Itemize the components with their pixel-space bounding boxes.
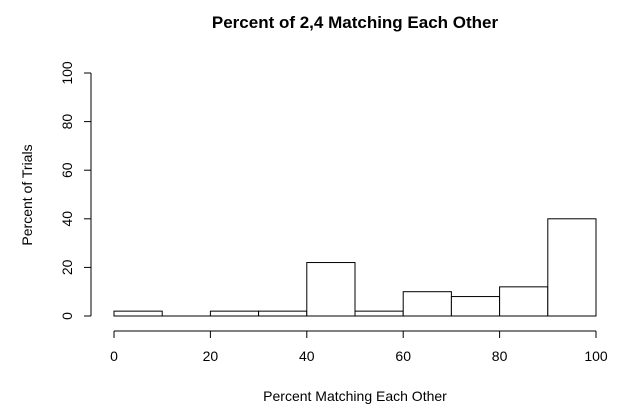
x-tick-label: 0: [110, 348, 118, 364]
histogram-bar-30-40: [258, 310, 308, 317]
y-tick-label: 0: [59, 312, 75, 320]
chart-title: Percent of 2,4 Matching Each Other: [212, 13, 499, 32]
histogram-bar-0-10: [113, 310, 163, 317]
x-tick-label: 80: [492, 348, 508, 364]
histogram-bar-70-80: [450, 296, 501, 317]
histogram-bar-40-50: [306, 262, 356, 317]
histogram-bar-60-70: [402, 291, 452, 317]
y-axis-label: Percent of Trials: [19, 144, 35, 245]
y-tick-label: 20: [59, 259, 75, 275]
y-axis: 0 20 40 60 80 100: [59, 61, 92, 320]
y-tick-label: 80: [59, 114, 75, 130]
y-tick-label: 60: [59, 162, 75, 178]
y-tick-label: 100: [59, 61, 75, 85]
x-axis-label: Percent Matching Each Other: [263, 388, 447, 404]
y-tick-label: 40: [59, 211, 75, 227]
histogram-bar-80-90: [499, 286, 549, 317]
x-tick-label: 60: [395, 348, 411, 364]
x-tick-label: 40: [299, 348, 315, 364]
x-tick-label: 20: [203, 348, 219, 364]
x-tick-label: 100: [584, 348, 608, 364]
histogram-bar-90-100: [547, 218, 597, 317]
histogram-bar-20-30: [209, 310, 260, 317]
x-axis: 0 20 40 60 80 100: [110, 330, 608, 364]
histogram-bar-50-60: [354, 310, 404, 317]
bars-group: [113, 218, 597, 317]
